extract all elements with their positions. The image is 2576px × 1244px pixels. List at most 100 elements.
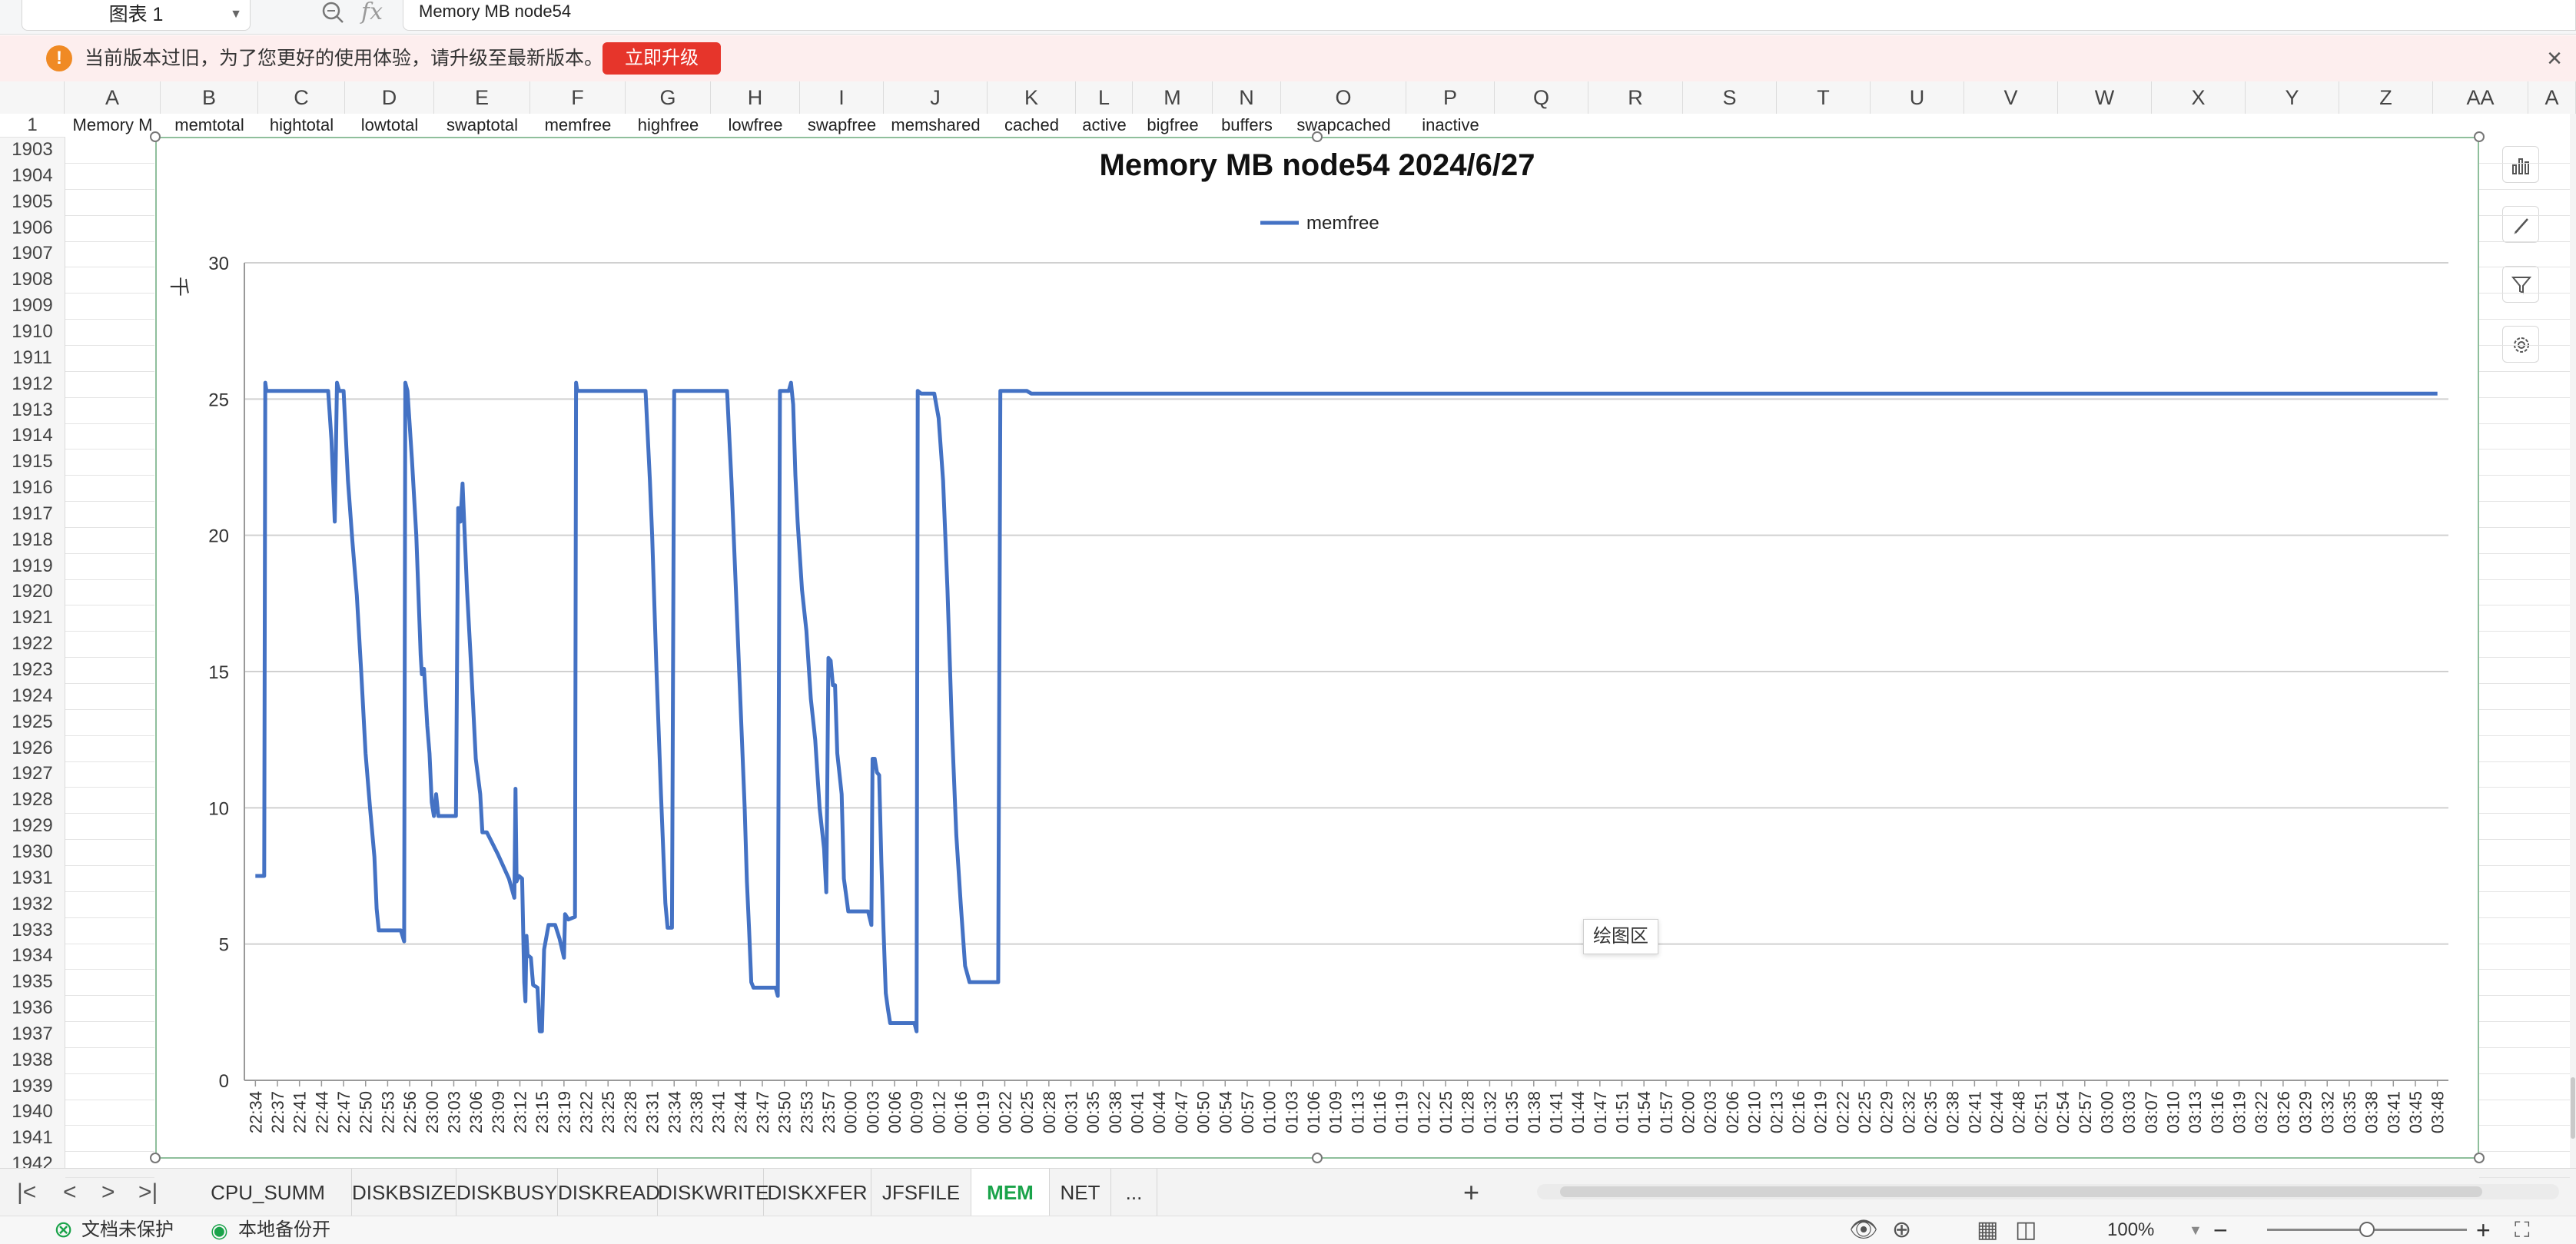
cell-row1-n[interactable]: buffers <box>1221 115 1273 134</box>
row-number[interactable]: 1924 <box>12 685 53 706</box>
row-number[interactable]: 1917 <box>12 503 53 524</box>
cell-row1-a[interactable]: Memory M <box>72 115 153 134</box>
cell-row1-o[interactable]: swapcached <box>1296 115 1391 134</box>
formula-input[interactable]: Memory MB node54 <box>403 0 2576 31</box>
column-header-p-15[interactable]: P <box>1406 81 1495 114</box>
column-header-h-7[interactable]: H <box>711 81 800 114</box>
resize-handle-top-right[interactable] <box>2474 131 2485 142</box>
cell-row1-c[interactable]: hightotal <box>269 115 334 134</box>
column-header-v-21[interactable]: V <box>1964 81 2058 114</box>
cell-row1-l[interactable]: active <box>1082 115 1127 134</box>
vertical-scrollbar[interactable] <box>2570 114 2576 1168</box>
column-header-f-5[interactable]: F <box>530 81 626 114</box>
resize-handle-top-left[interactable] <box>150 131 161 142</box>
column-header-w-22[interactable]: W <box>2058 81 2152 114</box>
backup-status[interactable]: 本地备份开 <box>238 1219 330 1240</box>
chart-filter-button[interactable] <box>2502 266 2539 303</box>
column-header-n-13[interactable]: N <box>1213 81 1281 114</box>
select-all-corner[interactable] <box>0 81 65 114</box>
row-number[interactable]: 1935 <box>12 971 53 993</box>
upgrade-button[interactable]: 立即升级 <box>603 42 721 75</box>
cell-row1-d[interactable]: lowtotal <box>360 115 419 134</box>
cell-row1-b[interactable]: memtotal <box>174 115 244 134</box>
vertical-scrollbar-thumb[interactable] <box>2571 1077 2575 1139</box>
name-box-dropdown-icon[interactable]: ▼ <box>230 8 242 21</box>
sheet-tab-diskxfer[interactable]: DISKXFER <box>764 1169 871 1216</box>
prev-sheet-button[interactable]: < <box>63 1179 77 1205</box>
zoom-slider[interactable] <box>2267 1222 2467 1237</box>
row-number[interactable]: 1911 <box>12 347 52 368</box>
column-header-k-10[interactable]: K <box>988 81 1076 114</box>
row-number[interactable]: 1912 <box>12 373 53 394</box>
row-number[interactable]: 1937 <box>12 1023 53 1044</box>
view-mode-icon[interactable]: ⊕ <box>1892 1217 1912 1242</box>
cell-row1-e[interactable]: swaptotal <box>446 115 518 134</box>
row-number[interactable]: 1933 <box>12 919 53 940</box>
name-box[interactable]: 图表 1 ▼ <box>22 0 251 31</box>
column-header-u-20[interactable]: U <box>1871 81 1964 114</box>
zoom-level[interactable]: 100% <box>2107 1219 2155 1240</box>
cell-row1-j[interactable]: memshared <box>891 115 981 134</box>
column-header-z-25[interactable]: Z <box>2339 81 2433 114</box>
row-number[interactable]: 1941 <box>12 1127 53 1149</box>
row-number[interactable]: 1908 <box>12 269 53 290</box>
cell-row1-i[interactable]: swapfree <box>807 115 877 134</box>
column-header-g-6[interactable]: G <box>626 81 711 114</box>
normal-view-icon[interactable]: ▦ <box>1977 1217 1999 1242</box>
grid-column-aa[interactable] <box>2479 137 2570 1168</box>
column-header-a-27[interactable]: A <box>2528 81 2576 114</box>
row-number[interactable]: 1914 <box>12 425 53 446</box>
row-number[interactable]: 1903 <box>12 139 53 160</box>
sheet-tab-diskbsize[interactable]: DISKBSIZE <box>352 1169 456 1216</box>
grid-column-a[interactable] <box>65 137 154 1168</box>
fullscreen-icon[interactable]: ⛶ <box>2515 1218 2530 1242</box>
chart-object[interactable]: Memory MB node54 2024/6/27 memfree 千 0 5 10 15… <box>155 137 2479 1159</box>
column-header-x-23[interactable]: X <box>2152 81 2246 114</box>
column-header-s-18[interactable]: S <box>1683 81 1777 114</box>
row-number[interactable]: 1925 <box>12 711 53 732</box>
close-icon[interactable]: × <box>2547 44 2562 73</box>
row-number[interactable]: 1909 <box>12 295 53 317</box>
cell-row1-m[interactable]: bigfree <box>1147 115 1199 134</box>
column-header-q-16[interactable]: Q <box>1495 81 1588 114</box>
sheet-tab-diskwrite[interactable]: DISKWRITE <box>658 1169 768 1216</box>
column-header-b-1[interactable]: B <box>161 81 258 114</box>
column-header-m-12[interactable]: M <box>1133 81 1213 114</box>
cell-row1-k[interactable]: cached <box>1004 115 1059 134</box>
resize-handle-bottom-left[interactable] <box>150 1153 161 1163</box>
column-header-r-17[interactable]: R <box>1588 81 1683 114</box>
sheet-tab-[interactable]: ... <box>1111 1169 1157 1216</box>
chart-settings-button[interactable] <box>2502 326 2539 363</box>
row-number[interactable]: 1931 <box>12 867 53 888</box>
next-sheet-button[interactable]: > <box>101 1179 115 1205</box>
sheet-tab-mem[interactable]: MEM <box>971 1169 1050 1216</box>
zoom-out-button[interactable]: − <box>2213 1216 2228 1244</box>
row-number[interactable]: 1910 <box>12 320 53 342</box>
page-layout-icon[interactable]: ◫ <box>2015 1217 2037 1242</box>
column-header-e-4[interactable]: E <box>434 81 530 114</box>
column-header-c-2[interactable]: C <box>258 81 345 114</box>
resize-handle-bottom-right[interactable] <box>2474 1153 2485 1163</box>
row-number[interactable]: 1916 <box>12 477 53 499</box>
eye-protection-icon[interactable]: 👁 <box>1849 1217 1879 1242</box>
zoom-slider-knob[interactable] <box>2359 1222 2375 1237</box>
first-sheet-button[interactable]: |< <box>17 1179 37 1205</box>
row-number[interactable]: 1915 <box>12 451 53 473</box>
cell-row1-h[interactable]: lowfree <box>728 115 783 134</box>
row-number[interactable]: 1923 <box>12 659 53 680</box>
row-number[interactable]: 1918 <box>12 529 53 550</box>
protection-status[interactable]: 文档未保护 <box>81 1219 174 1240</box>
horizontal-scrollbar-thumb[interactable] <box>1560 1186 2482 1197</box>
chart-elements-button[interactable] <box>2502 146 2539 183</box>
row-number[interactable]: 1929 <box>12 815 53 837</box>
zoom-formula-icon[interactable] <box>318 0 349 31</box>
column-header-aa-26[interactable]: AA <box>2433 81 2528 114</box>
zoom-dropdown-icon[interactable]: ▼ <box>2189 1222 2203 1238</box>
resize-handle-bottom[interactable] <box>1312 1153 1323 1163</box>
resize-handle-top[interactable] <box>1312 131 1323 142</box>
row-number[interactable]: 1940 <box>12 1101 53 1123</box>
row-number[interactable]: 1928 <box>12 789 53 811</box>
column-header-o-14[interactable]: O <box>1281 81 1406 114</box>
row-number[interactable]: 1938 <box>12 1049 53 1070</box>
column-header-j-9[interactable]: J <box>884 81 988 114</box>
